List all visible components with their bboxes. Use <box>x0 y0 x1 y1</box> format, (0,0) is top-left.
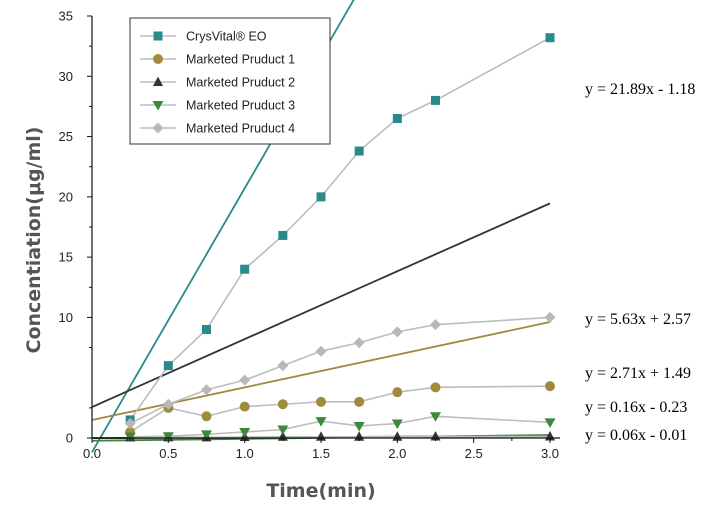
data-point <box>277 425 289 436</box>
legend-box <box>129 17 331 145</box>
fit-equation-label: y = 5.63x + 2.57 <box>585 311 691 328</box>
data-point <box>239 374 251 386</box>
data-point <box>430 412 441 422</box>
x-tick-label: 1.5 <box>312 446 330 461</box>
y-tick-label: 15 <box>59 250 73 265</box>
legend-label: Marketed Pruduct 2 <box>186 76 295 90</box>
data-point <box>239 427 251 438</box>
data-point <box>162 432 174 442</box>
series-line <box>130 435 550 439</box>
data-point <box>162 398 174 410</box>
legend-marker <box>153 54 163 64</box>
x-tick-label: 1.0 <box>236 446 254 461</box>
data-point <box>545 33 555 43</box>
data-point <box>354 146 364 156</box>
data-point <box>278 230 288 240</box>
x-tick-label: 0.0 <box>83 446 101 461</box>
x-tick-label: 2.0 <box>388 446 406 461</box>
legend-marker <box>153 31 163 41</box>
data-point <box>353 337 365 349</box>
fit-equation-label: y = 21.89x - 1.18 <box>585 81 695 98</box>
data-point <box>201 430 212 440</box>
data-point <box>392 387 403 398</box>
legend-label: CrysVital® EO <box>186 30 267 44</box>
data-point <box>430 382 441 393</box>
data-point <box>430 319 441 331</box>
data-point <box>239 401 250 412</box>
y-tick-label: 25 <box>59 129 73 144</box>
fit-equation-label: y = 2.71x + 1.49 <box>585 365 691 382</box>
data-point <box>316 396 326 407</box>
equations-layer: y = 21.89x - 1.18 y = 2.71x + 1.49 y = 0.0… <box>585 81 695 444</box>
legend-label: Marketed Pruduct 3 <box>186 99 295 113</box>
legend-marker <box>153 76 163 86</box>
x-axis-title: Time(min) <box>266 480 375 502</box>
fit-line <box>91 202 551 408</box>
data-point <box>202 324 211 334</box>
data-point <box>277 360 289 372</box>
data-point <box>201 411 212 422</box>
fit-equation-label: y = 0.06x - 0.01 <box>585 427 687 444</box>
y-axis-title: Concentiation(μg/ml) <box>23 127 45 354</box>
series-line <box>129 316 551 425</box>
data-point <box>544 311 556 323</box>
data-point <box>391 326 403 338</box>
y-tick-label: 35 <box>59 9 73 24</box>
x-tick-label: 2.5 <box>465 446 483 461</box>
data-point <box>315 345 327 357</box>
y-tick-label: 0 <box>66 431 73 446</box>
series-line <box>129 37 551 421</box>
fit-equation-label: y = 0.16x - 0.23 <box>585 399 687 416</box>
series-line <box>129 385 551 433</box>
data-point <box>277 399 288 410</box>
legend-marker <box>152 101 164 111</box>
data-point <box>431 95 440 105</box>
legend-marker <box>152 122 164 134</box>
series-line <box>130 415 551 438</box>
x-tick-label: 0.5 <box>159 446 177 461</box>
data-point <box>201 384 212 396</box>
data-point <box>240 264 250 274</box>
data-point <box>124 418 136 430</box>
data-point <box>316 192 326 202</box>
data-point <box>353 421 365 432</box>
y-tick-label: 10 <box>59 310 73 325</box>
legend-label: Marketed Pruduct 1 <box>186 53 295 67</box>
data-point <box>315 417 327 427</box>
data-point <box>354 396 365 407</box>
x-tick-label: 3.0 <box>541 446 559 461</box>
data-point <box>545 381 555 392</box>
legend: CrysVital® EO Marketed Pruduct 1 Marketed … <box>129 17 331 145</box>
y-tick-label: 20 <box>59 189 73 204</box>
axes-layer: 0.0 0.5 1.0 1.5 2.0 2.5 3.0 0 10 15 20 25 30 35 <box>59 9 560 461</box>
data-point <box>163 361 173 371</box>
legend-label: Marketed Pruduct 4 <box>186 122 295 136</box>
data-point <box>391 419 403 430</box>
data-point <box>392 113 402 123</box>
y-tick-label: 30 <box>59 69 73 84</box>
data-point <box>544 418 556 428</box>
